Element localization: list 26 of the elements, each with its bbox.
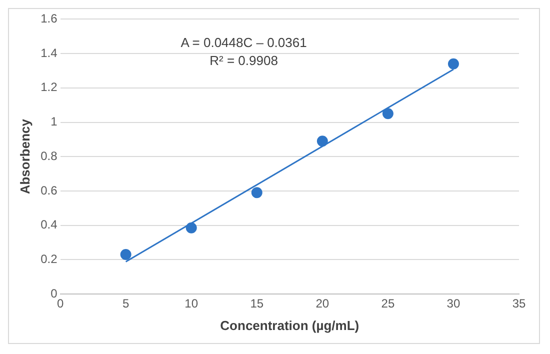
y-tick-label: 1.6 [40, 12, 58, 26]
y-tick-label: 0 [50, 286, 58, 300]
x-tick-label: 10 [184, 296, 198, 311]
annotation: A = 0.0448C – 0.0361 [180, 35, 307, 50]
point [120, 249, 132, 260]
point [448, 58, 459, 70]
annotation: R² = 0.9908 [210, 53, 278, 68]
y-tick-label: 0.6 [40, 183, 58, 198]
y-tick-label: 0.4 [40, 218, 58, 232]
y-tick-label: 0.2 [40, 252, 58, 266]
y-tick-label: 1.4 [40, 46, 58, 60]
x-tick-label: 5 [122, 296, 130, 311]
x-tick-label: 30 [446, 296, 460, 311]
x-axis-title: Concentration (µg/mL) [220, 318, 360, 333]
x-tick-label: 20 [316, 296, 330, 311]
x-tick-label: 25 [381, 296, 395, 311]
point [316, 136, 328, 147]
y-tick-label: 1 [50, 114, 58, 129]
x-tick-label: 35 [512, 296, 526, 311]
point [382, 108, 394, 120]
point [186, 222, 197, 234]
point [251, 187, 262, 198]
y-tick-label: 0.8 [40, 148, 58, 163]
y-axis-title: Absorbency [17, 118, 32, 194]
x-tick-label: 15 [250, 296, 264, 311]
y-tick-label: 1.2 [40, 80, 58, 94]
